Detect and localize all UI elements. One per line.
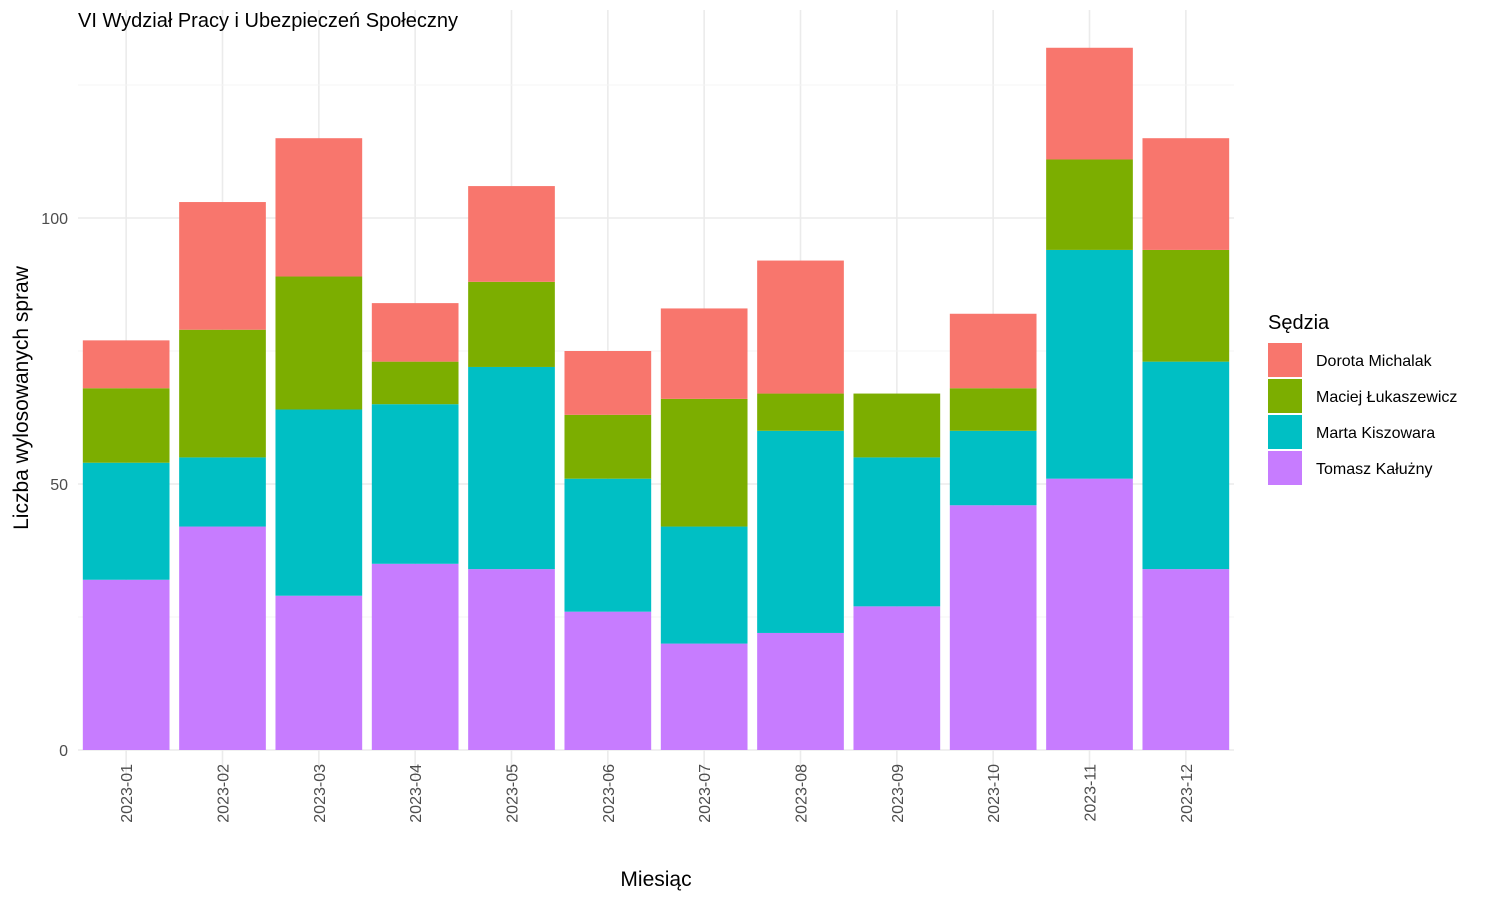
bar-segment: [949, 505, 1037, 750]
bar-segment: [468, 366, 555, 570]
bar-segment: [275, 409, 363, 596]
bar-segment: [660, 308, 748, 399]
bar-segment: [179, 202, 266, 330]
x-tick-label: 2023-10: [986, 764, 1003, 823]
bar-segment: [1142, 249, 1230, 362]
bar-segment: [275, 276, 363, 410]
bar-segment: [468, 186, 555, 282]
x-tick-label: 2023-02: [216, 764, 233, 823]
bar-segment: [949, 388, 1037, 431]
bar-segment: [275, 595, 363, 750]
bar-segment: [179, 329, 266, 458]
legend-key: [1268, 343, 1302, 377]
bar-segment: [1046, 249, 1133, 479]
bar-segment: [468, 569, 555, 750]
legend-key: [1268, 451, 1302, 485]
x-tick-label: 2023-01: [119, 764, 136, 823]
x-tick-label: 2023-04: [408, 764, 425, 823]
x-tick-label: 2023-09: [890, 764, 907, 823]
bar-segment: [371, 404, 459, 564]
x-tick-label: 2023-06: [601, 764, 618, 823]
bar-segment: [371, 361, 459, 405]
bar-segment: [1142, 361, 1230, 570]
y-tick-label: 100: [41, 211, 68, 228]
bar-segment: [853, 606, 941, 750]
bar-segment: [949, 430, 1037, 506]
legend: Sędzia Dorota Michalak Maciej Łukaszewicz…: [1268, 312, 1457, 485]
x-tick-label: 2023-11: [1083, 764, 1100, 822]
legend-label: Tomasz Kałużny: [1316, 461, 1433, 478]
legend-label: Maciej Łukaszewicz: [1316, 389, 1457, 406]
bar-segment: [371, 303, 459, 362]
bar-segment: [660, 643, 748, 750]
legend-key: [1268, 379, 1302, 413]
legend-key: [1268, 415, 1302, 449]
y-tick-label: 0: [59, 743, 68, 760]
bar-segment: [82, 388, 170, 463]
bar-segment: [371, 563, 459, 750]
x-tick-label: 2023-07: [697, 764, 714, 823]
x-tick-label: 2023-08: [794, 764, 811, 823]
bar-segment: [179, 457, 266, 527]
bar-segment: [82, 462, 170, 580]
bar-segment: [82, 579, 170, 750]
legend-title: Sędzia: [1268, 312, 1330, 334]
bar-segment: [660, 398, 748, 527]
axis-layer: 0 50 100 2023-01 2023-02 2023-03 2023-04 2023-0…: [41, 211, 1196, 823]
x-axis-title: Miesiąc: [620, 868, 691, 891]
x-tick-label: 2023-05: [505, 764, 522, 823]
y-axis-title: Liczba wylosowanych spraw: [10, 265, 33, 530]
bar-segment: [1046, 478, 1133, 750]
bar-segment: [564, 611, 652, 750]
bar-segment: [564, 414, 652, 479]
bar-segment: [757, 260, 844, 394]
bar-segment: [853, 457, 941, 607]
bar-segment: [660, 526, 748, 644]
bar-segment: [275, 138, 363, 277]
x-tick-label: 2023-12: [1179, 764, 1196, 823]
bar-segment: [853, 393, 941, 458]
legend-label: Marta Kiszowara: [1316, 425, 1435, 442]
chart-title: VI Wydział Pracy i Ubezpieczeń Społeczny: [78, 10, 458, 32]
bar-segment: [1046, 47, 1133, 160]
bar-segment: [1142, 569, 1230, 750]
x-tick-label: 2023-03: [312, 764, 329, 823]
y-tick-label: 50: [50, 477, 68, 494]
bar-segment: [564, 351, 652, 415]
bar-segment: [82, 340, 170, 389]
legend-label: Dorota Michalak: [1316, 353, 1433, 370]
bar-segment: [1142, 138, 1230, 250]
bar-segment: [949, 313, 1037, 389]
bar-segment: [757, 393, 844, 431]
bars-layer: [82, 47, 1230, 750]
bar-segment: [564, 478, 652, 612]
bar-segment: [757, 632, 844, 750]
bar-segment: [468, 281, 555, 367]
bar-segment: [1046, 159, 1133, 250]
bar-segment: [757, 430, 844, 633]
bar-segment: [179, 526, 266, 750]
